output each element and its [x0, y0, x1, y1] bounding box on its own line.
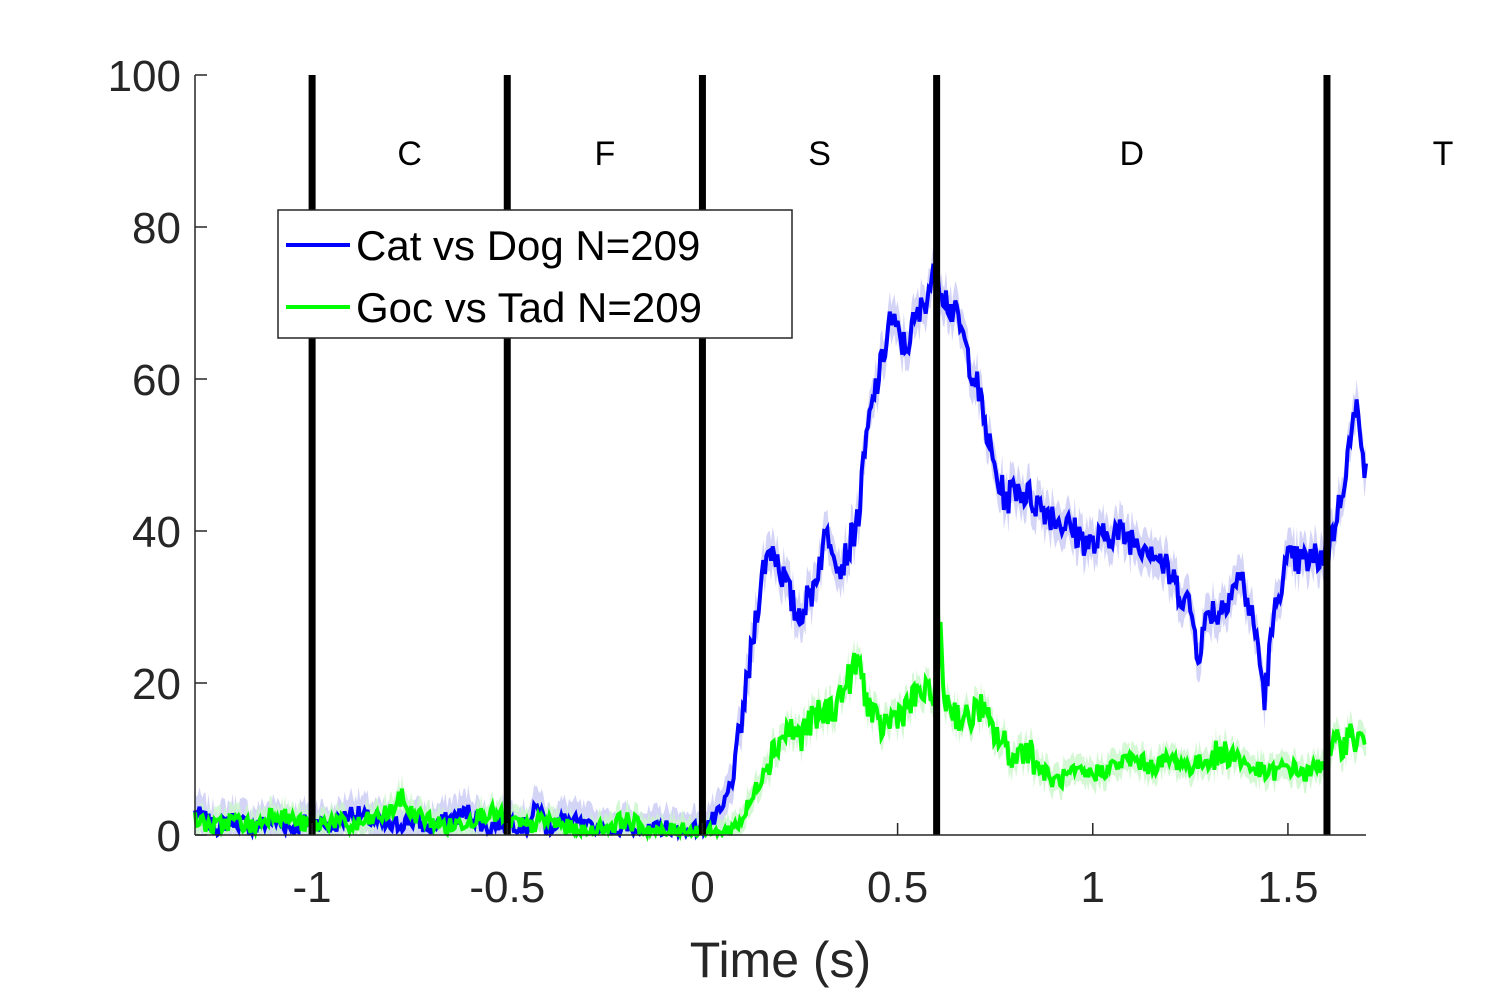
y-tick-label: 0 [157, 812, 181, 861]
y-tick-label: 60 [132, 356, 181, 405]
x-tick-label: 0.5 [867, 863, 928, 912]
y-axis-ticks: 0 20 40 60 80 100 [108, 52, 207, 861]
x-axis-title: Time (s) [690, 932, 871, 988]
y-tick-label: 20 [132, 660, 181, 709]
series-2-line [193, 621, 1367, 843]
epoch-label-s: S [808, 135, 831, 173]
series-lines [193, 263, 1368, 843]
x-tick-label: 1 [1081, 863, 1105, 912]
x-tick-label: 0 [690, 863, 714, 912]
series-1-line [193, 263, 1368, 842]
x-tick-label: -0.5 [469, 863, 545, 912]
epoch-label-c: C [397, 135, 422, 173]
legend-entry-2: Goc vs Tad N=209 [356, 284, 702, 331]
legend-box [277, 209, 793, 339]
epoch-label-f: F [594, 135, 615, 173]
legend-entry-1: Cat vs Dog N=209 [356, 222, 700, 269]
x-tick-label: 1.5 [1257, 863, 1318, 912]
x-axis-ticks: -1 -0.5 0 0.5 1 1.5 [293, 823, 1319, 912]
legend: Cat vs Dog N=209 Goc vs Tad N=209 [277, 209, 793, 339]
epoch-label-t: T [1433, 135, 1454, 173]
axes [194, 75, 1366, 836]
series-2-error-band [195, 608, 1366, 835]
y-tick-label: 40 [132, 508, 181, 557]
y-tick-label: 100 [108, 52, 181, 101]
x-tick-label: -1 [293, 863, 332, 912]
y-tick-label: 80 [132, 204, 181, 253]
epoch-label-d: D [1120, 135, 1145, 173]
